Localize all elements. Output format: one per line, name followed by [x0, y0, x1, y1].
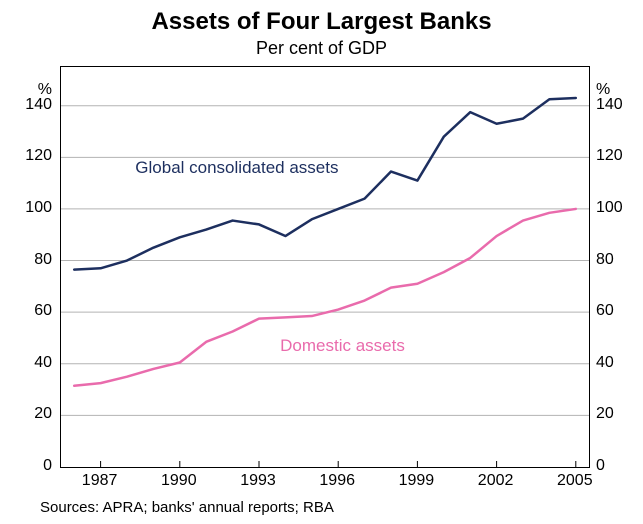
chart-subtitle: Per cent of GDP	[0, 38, 643, 59]
x-tick-label: 1990	[161, 472, 197, 490]
y-tick-label-right: 40	[596, 354, 614, 372]
series-line	[74, 98, 576, 270]
y-tick-label-right: 140	[596, 96, 623, 114]
y-tick-label-left: 120	[0, 147, 52, 165]
y-tick-label-left: 100	[0, 199, 52, 217]
chart-title: Assets of Four Largest Banks	[0, 8, 643, 36]
x-tick-label: 2005	[557, 472, 593, 490]
y-tick-label-left: 40	[0, 354, 52, 372]
x-tick-label: 1993	[240, 472, 276, 490]
series-label: Global consolidated assets	[135, 158, 338, 178]
plot-svg	[61, 67, 589, 467]
x-tick-label: 1999	[399, 472, 435, 490]
chart-source: Sources: APRA; banks' annual reports; RB…	[40, 499, 334, 516]
y-tick-label-right: 120	[596, 147, 623, 165]
x-tick-label: 1987	[82, 472, 118, 490]
y-tick-label-right: 100	[596, 199, 623, 217]
series-label: Domestic assets	[280, 336, 405, 356]
y-tick-label-right: 60	[596, 302, 614, 320]
y-tick-label-left: 80	[0, 251, 52, 269]
y-tick-label-right: 20	[596, 405, 614, 423]
y-tick-label-left: 0	[0, 457, 52, 475]
y-tick-label-left: 20	[0, 405, 52, 423]
chart-container: Assets of Four Largest Banks Per cent of…	[0, 0, 643, 524]
plot-area	[60, 66, 590, 468]
series-line	[74, 209, 576, 386]
y-tick-label-left: 60	[0, 302, 52, 320]
y-tick-label-right: 80	[596, 251, 614, 269]
x-tick-label: 2002	[478, 472, 514, 490]
y-tick-label-right: 0	[596, 457, 605, 475]
x-tick-label: 1996	[319, 472, 355, 490]
y-tick-label-left: 140	[0, 96, 52, 114]
